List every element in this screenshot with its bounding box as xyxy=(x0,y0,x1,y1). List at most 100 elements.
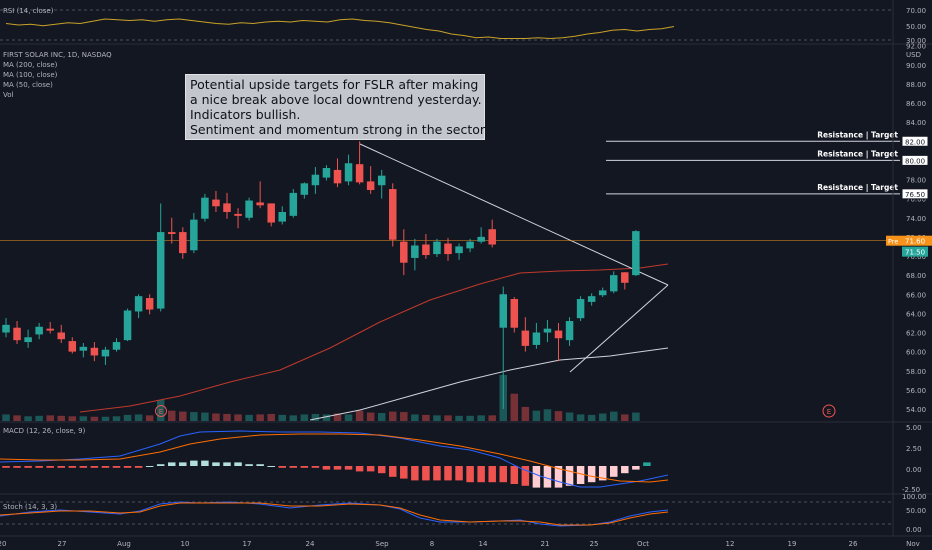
macd-hist-bar xyxy=(101,466,110,468)
candle xyxy=(532,322,541,349)
macd-tick: 0.00 xyxy=(906,466,922,474)
candle xyxy=(289,189,298,218)
volume-bar xyxy=(234,414,242,421)
macd-hist-bar xyxy=(455,466,463,481)
time-tick: 8 xyxy=(430,540,434,548)
resistance-price-tag: 82.00 xyxy=(901,135,929,147)
macd-hist-bar xyxy=(554,466,563,488)
candle xyxy=(2,318,10,338)
macd-hist-bar xyxy=(466,466,474,483)
candle xyxy=(510,297,519,333)
volume-bar xyxy=(510,393,519,421)
resistance-line[interactable]: Resistance | Target xyxy=(606,130,900,142)
time-tick: 19 xyxy=(788,540,797,548)
candle xyxy=(145,294,154,315)
volume-bar xyxy=(256,414,264,421)
volume-bar xyxy=(134,414,143,421)
macd-hist-bar xyxy=(79,466,88,468)
earnings-marker-upcoming[interactable]: E xyxy=(822,404,836,418)
macd-hist-bar xyxy=(643,462,651,466)
candle xyxy=(366,166,375,194)
time-tick: 14 xyxy=(479,540,488,548)
time-tick: 27 xyxy=(58,540,67,548)
macd-hist-bar xyxy=(598,466,607,481)
macd-hist-bar xyxy=(123,466,132,468)
volume-bar xyxy=(444,415,452,421)
volume-bar xyxy=(455,415,463,421)
candle xyxy=(156,203,165,312)
rsi-line xyxy=(5,18,675,40)
macd-hist-bar xyxy=(499,466,507,483)
candle xyxy=(234,208,242,229)
candle xyxy=(101,346,110,366)
price-tick: 60.00 xyxy=(906,349,926,357)
stoch-tick: 100.00 xyxy=(902,493,927,501)
symbol-legend: FIRST SOLAR INC, 1D, NASDAQ xyxy=(3,51,112,59)
candle xyxy=(90,342,99,362)
macd-hist-bar xyxy=(300,466,309,468)
candle xyxy=(499,286,507,409)
macd-hist-bar xyxy=(112,466,121,468)
svg-text:80.00: 80.00 xyxy=(905,157,925,165)
time-tick: Oct xyxy=(637,540,649,548)
volume-bar xyxy=(477,415,485,421)
annotation-line: Potential upside targets for FSLR after … xyxy=(190,77,479,92)
earnings-marker[interactable]: E xyxy=(155,405,167,417)
price-axis[interactable]: 50.00 70.00 30.00 5.00 2.50 0.00 -2.50 1… xyxy=(886,0,932,536)
time-tick: Aug xyxy=(117,540,131,548)
volume-bar xyxy=(245,414,253,421)
macd-hist-bar xyxy=(68,466,77,468)
macd-hist-bar xyxy=(422,466,430,481)
volume-bar xyxy=(488,415,496,421)
macd-hist-bar xyxy=(289,466,298,468)
last-close-tag: 71.50 xyxy=(902,246,928,257)
stoch-k-line xyxy=(0,501,669,527)
price-tick: 78.00 xyxy=(906,177,926,185)
svg-text:E: E xyxy=(827,408,831,416)
volume-bar xyxy=(123,414,132,421)
annotation-line: a nice break above local downtrend yeste… xyxy=(190,92,482,107)
price-tick: 84.00 xyxy=(906,119,926,127)
resistance-label: Resistance | Target xyxy=(817,183,898,193)
volume-bar xyxy=(145,415,154,421)
candle xyxy=(179,227,187,259)
macd-hist-bar xyxy=(46,466,54,468)
time-tick: 25 xyxy=(590,540,599,548)
macd-hist-bar xyxy=(134,466,143,468)
macd-hist-bar xyxy=(344,466,353,470)
volume-bar xyxy=(267,413,275,421)
annotation-note[interactable]: Potential upside targets for FSLR after … xyxy=(185,74,493,140)
volume-bar xyxy=(422,414,430,421)
volume-bar xyxy=(156,399,165,421)
macd-hist-bar xyxy=(433,466,441,481)
volume-bar xyxy=(377,413,386,421)
macd-hist-bar xyxy=(355,466,364,472)
candle xyxy=(57,324,65,344)
time-axis[interactable]: 20 27 Aug 10 17 24 Sep 8 14 21 25 Oct 12 19 26 Nov xyxy=(0,535,932,548)
price-tick: 76.00 xyxy=(906,196,926,204)
volume-bar xyxy=(466,415,474,421)
resistance-line[interactable]: Resistance | Target xyxy=(606,183,900,195)
macd-legend: MACD (12, 26, close, 9) xyxy=(3,427,86,435)
volume-bar xyxy=(344,414,353,421)
rsi-panel: RSI (14, close) xyxy=(0,7,893,41)
macd-hist-bar xyxy=(366,466,375,472)
price-tick: 62.00 xyxy=(906,330,926,338)
macd-hist-bar xyxy=(621,466,629,474)
macd-hist-bar xyxy=(24,466,32,468)
volume-bar xyxy=(554,411,563,421)
volume-bar xyxy=(212,413,220,421)
macd-hist-bar xyxy=(477,466,485,483)
candle xyxy=(201,193,209,222)
candle xyxy=(587,293,596,306)
macd-tick: 5.00 xyxy=(906,424,922,432)
time-tick: 21 xyxy=(541,540,550,548)
candle xyxy=(24,329,32,348)
downtrend-line xyxy=(359,143,669,373)
resistance-line[interactable]: Resistance | Target xyxy=(606,149,900,161)
macd-hist-bar xyxy=(311,466,320,468)
candle xyxy=(168,217,176,244)
candle xyxy=(632,230,640,277)
macd-tick: -2.50 xyxy=(902,486,920,494)
